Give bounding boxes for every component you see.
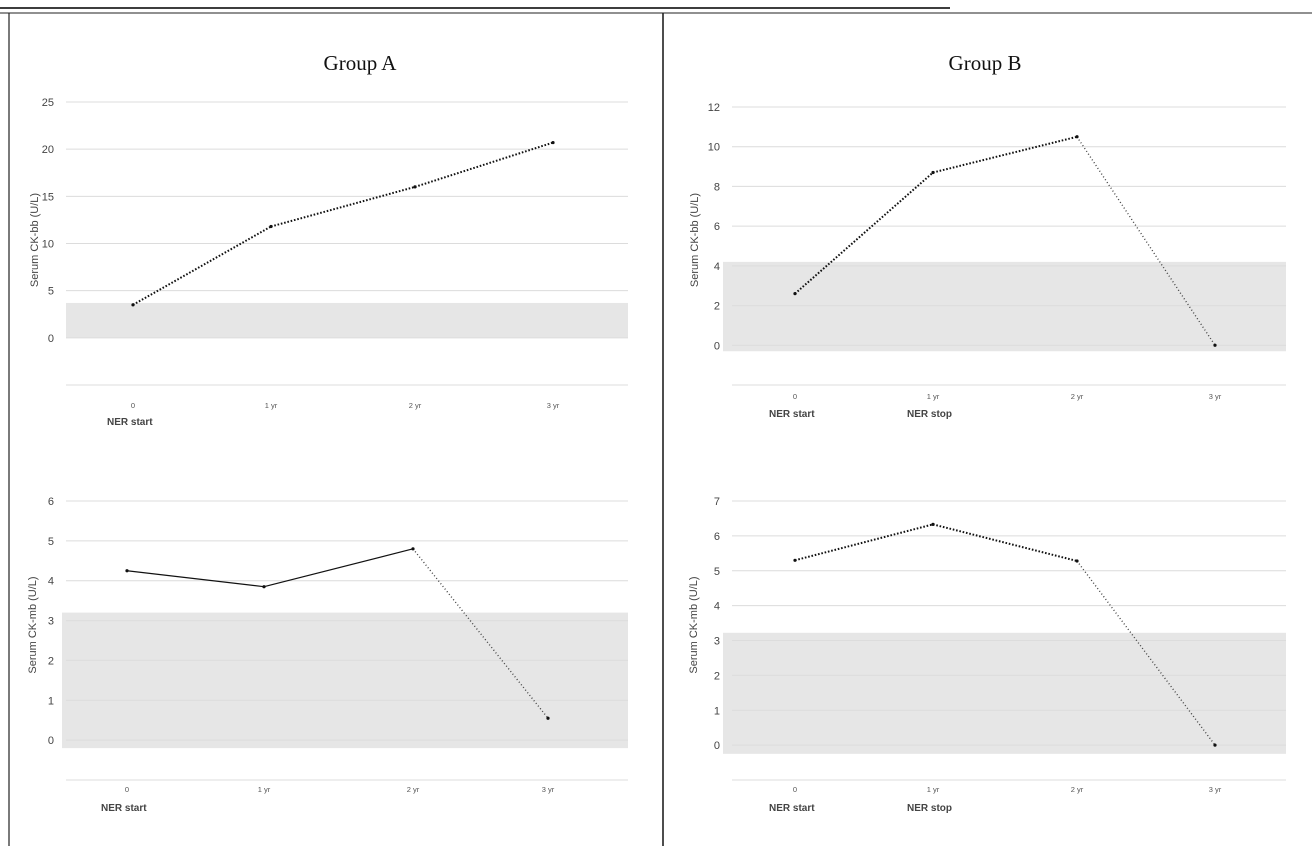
x-tick-label: 0 [793,785,797,794]
series-segment [1076,560,1216,746]
y-tick-label: 2 [48,655,54,667]
y-tick-label: 6 [48,496,54,508]
x-tick-label: 2 yr [407,785,420,794]
data-point [269,224,273,229]
y-tick-label: 5 [48,536,54,548]
y-tick-label: 8 [714,181,720,193]
series-segment [132,225,272,306]
y-tick-label: 20 [42,144,54,156]
y-tick-label: 4 [714,601,720,613]
x-tick-label: 3 yr [547,401,560,410]
series-segment [932,523,1078,562]
y-tick-label: 3 [48,616,54,628]
x-tick-label: 2 yr [409,401,422,410]
chart-group-b-ck-bb: 12 10 8 6 4 2 0 Serum CK-bb (U/L) Group B 0 1 yr 2 … [689,51,1286,420]
y-tick-label: 25 [42,97,54,109]
y-axis-label: Serum CK-bb (U/L) [689,193,701,287]
annotation-label: NER start [769,409,815,420]
series-segment [932,135,1078,174]
annotation-label: NER start [107,417,153,428]
y-tick-label: 5 [48,286,54,298]
y-tick-label: 10 [42,239,54,251]
y-tick-label: 12 [708,102,720,114]
chart-group-a-ck-mb: 6 5 4 3 2 1 0 Serum CK-mb (U/L) 0 1 yr 2 yr 3 yr NER… [27,496,628,814]
data-point [411,547,415,551]
data-point [413,185,417,189]
y-tick-label: 0 [714,740,720,752]
data-point [793,292,797,296]
series-segment [414,141,554,188]
y-tick-label: 6 [714,531,720,543]
x-tick-label: 1 yr [265,401,278,410]
annotation-label: NER start [769,803,815,814]
x-tick-label: 1 yr [258,785,271,794]
y-tick-label: 7 [714,496,720,508]
y-tick-label: 0 [714,340,720,352]
x-tick-label: 3 yr [1209,392,1222,401]
series-segment [794,523,934,562]
y-tick-label: 6 [714,221,720,233]
y-tick-label: 1 [48,695,54,707]
y-tick-label: 2 [714,670,720,682]
y-tick-label: 10 [708,142,720,154]
data-point [131,303,135,307]
x-tick-label: 3 yr [542,785,555,794]
data-point [1075,559,1079,563]
data-point [1213,743,1217,747]
y-tick-label: 2 [714,301,720,313]
y-tick-label: 15 [42,191,54,203]
data-point [1075,135,1079,139]
y-tick-label: 4 [714,261,720,273]
x-tick-label: 1 yr [927,785,940,794]
chart-title: Group A [324,51,398,75]
x-tick-label: 1 yr [927,392,940,401]
x-tick-label: 3 yr [1209,785,1222,794]
y-axis-label: Serum CK-mb (U/L) [27,576,39,673]
series-segment [270,185,416,228]
series-segment [126,570,265,588]
data-point [551,140,555,145]
x-tick-label: 2 yr [1071,392,1084,401]
x-tick-label: 0 [793,392,797,401]
chart-title: Group B [949,51,1022,75]
y-axis-label: Serum CK-mb (U/L) [688,576,700,673]
reference-range-band [66,302,628,338]
data-point [931,522,935,526]
data-point [1213,343,1217,347]
annotation-label: NER stop [907,409,952,420]
y-tick-label: 3 [714,636,720,648]
data-point [546,716,550,720]
series-segment [794,171,934,295]
data-point [262,585,266,589]
reference-range-band [723,632,1286,754]
chart-group-a-ck-bb: 25 20 15 10 5 0 Serum CK-bb (U/L) Group A 0 1 yr 2… [29,51,628,428]
series-segment [1076,136,1216,346]
chart-group-b-ck-mb: 7 6 5 4 3 2 1 0 Serum CK-mb (U/L) 0 1 yr 2 yr 3 yr NE… [688,496,1286,814]
annotation-label: NER start [101,803,147,814]
annotation-label: NER stop [907,803,952,814]
y-tick-label: 0 [48,333,54,345]
data-point [793,558,797,562]
x-tick-label: 0 [131,401,135,410]
data-point [125,569,129,573]
series-segment [412,548,549,719]
reference-range-band [62,612,628,749]
series-segment [263,548,414,588]
y-tick-label: 5 [714,566,720,578]
y-axis-label: Serum CK-bb (U/L) [29,193,41,287]
data-point [931,170,935,175]
y-tick-label: 4 [48,576,54,588]
y-tick-label: 0 [48,735,54,747]
reference-range-band [723,261,1286,352]
x-tick-label: 2 yr [1071,785,1084,794]
y-tick-label: 1 [714,705,720,717]
x-tick-label: 0 [125,785,129,794]
